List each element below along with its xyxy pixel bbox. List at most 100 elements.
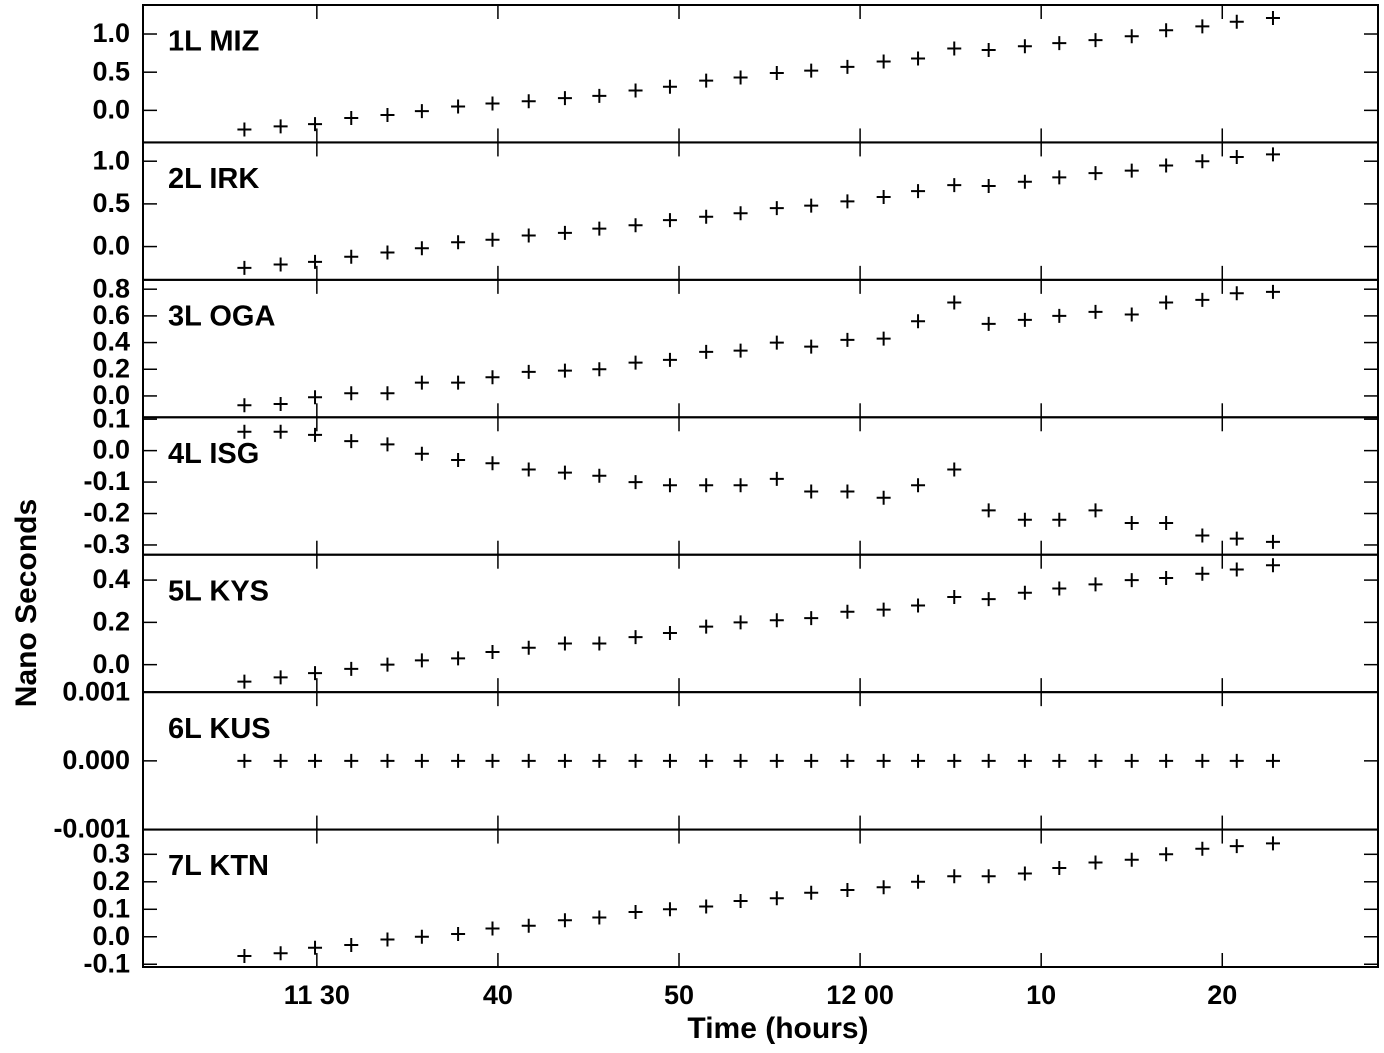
data-point bbox=[521, 94, 536, 109]
data-point bbox=[1159, 847, 1174, 862]
y-tick-label: 0.4 bbox=[92, 327, 130, 357]
data-point bbox=[840, 883, 855, 898]
data-point bbox=[308, 390, 323, 405]
data-point bbox=[662, 478, 677, 493]
data-point bbox=[1159, 753, 1174, 768]
x-tick-label: 10 bbox=[1026, 980, 1056, 1010]
data-point bbox=[804, 885, 819, 900]
data-point bbox=[344, 434, 359, 449]
data-point bbox=[947, 41, 962, 56]
data-point bbox=[380, 932, 395, 947]
data-point bbox=[521, 918, 536, 933]
data-point bbox=[308, 254, 323, 269]
y-tick-label: 0.000 bbox=[62, 745, 130, 775]
data-point bbox=[1052, 512, 1067, 527]
data-point bbox=[1195, 19, 1210, 34]
data-point bbox=[911, 51, 926, 66]
data-point bbox=[1052, 170, 1067, 185]
data-point bbox=[592, 910, 607, 925]
data-point bbox=[1088, 304, 1103, 319]
data-point bbox=[1088, 577, 1103, 592]
data-point bbox=[414, 753, 429, 768]
y-tick-label: 0.1 bbox=[92, 403, 130, 433]
x-axis-label: Time (hours) bbox=[687, 1012, 868, 1045]
data-point bbox=[592, 636, 607, 651]
data-point bbox=[1017, 39, 1032, 54]
data-point bbox=[911, 753, 926, 768]
data-point bbox=[1017, 174, 1032, 189]
data-point bbox=[237, 753, 252, 768]
y-tick-label: 0.2 bbox=[92, 606, 130, 636]
data-point bbox=[485, 753, 500, 768]
data-point bbox=[947, 295, 962, 310]
data-point bbox=[1124, 29, 1139, 44]
data-point bbox=[273, 946, 288, 961]
data-point bbox=[1159, 158, 1174, 173]
data-point bbox=[344, 386, 359, 401]
panel-title: 5L KYS bbox=[168, 575, 269, 607]
data-point bbox=[699, 619, 714, 634]
data-point bbox=[1159, 295, 1174, 310]
data-point bbox=[981, 316, 996, 331]
data-point bbox=[699, 73, 714, 88]
data-point bbox=[1124, 852, 1139, 867]
data-point bbox=[981, 592, 996, 607]
data-point bbox=[1265, 836, 1280, 851]
data-point bbox=[947, 753, 962, 768]
data-point bbox=[557, 636, 572, 651]
data-point bbox=[1017, 512, 1032, 527]
data-point bbox=[1124, 307, 1139, 322]
panel-title: 3L OGA bbox=[168, 301, 275, 333]
data-point bbox=[1052, 308, 1067, 323]
data-point bbox=[521, 228, 536, 243]
data-point bbox=[840, 194, 855, 209]
y-tick-label: 0.0 bbox=[92, 94, 130, 124]
data-point bbox=[804, 611, 819, 626]
data-point bbox=[947, 178, 962, 193]
data-point bbox=[804, 753, 819, 768]
data-point bbox=[1195, 841, 1210, 856]
data-point bbox=[876, 602, 891, 617]
panel-frame bbox=[142, 4, 1379, 144]
data-point bbox=[1088, 503, 1103, 518]
data-point bbox=[380, 386, 395, 401]
y-tick-label: 0.1 bbox=[92, 893, 130, 923]
data-point bbox=[1017, 585, 1032, 600]
y-axis-label: Nano Seconds bbox=[10, 499, 43, 707]
data-point bbox=[769, 471, 784, 486]
data-point bbox=[1124, 573, 1139, 588]
data-point bbox=[876, 331, 891, 346]
y-tick-label: -0.1 bbox=[83, 466, 130, 496]
data-point bbox=[1088, 166, 1103, 181]
data-point bbox=[628, 218, 643, 233]
panel-frame bbox=[142, 828, 1379, 968]
data-point bbox=[840, 753, 855, 768]
data-point bbox=[628, 83, 643, 98]
data-point bbox=[769, 335, 784, 350]
y-tick-label: -0.2 bbox=[83, 498, 130, 528]
data-point bbox=[1265, 147, 1280, 162]
data-point bbox=[733, 343, 748, 358]
data-point bbox=[1195, 154, 1210, 169]
data-point bbox=[414, 104, 429, 119]
y-tick-label: 0.2 bbox=[92, 353, 130, 383]
data-point bbox=[733, 615, 748, 630]
data-point bbox=[947, 590, 962, 604]
data-point bbox=[1124, 163, 1139, 178]
data-point bbox=[1265, 284, 1280, 299]
x-tick-label: 20 bbox=[1207, 980, 1237, 1010]
panel-frame bbox=[142, 416, 1379, 556]
data-point bbox=[804, 484, 819, 499]
y-tick-label: -0.001 bbox=[53, 814, 130, 844]
data-point bbox=[1229, 839, 1244, 854]
data-point bbox=[380, 753, 395, 768]
data-point bbox=[485, 921, 500, 936]
data-point bbox=[308, 940, 323, 955]
data-point bbox=[699, 209, 714, 224]
data-point bbox=[308, 666, 323, 681]
data-point bbox=[662, 625, 677, 640]
x-tick-label: 12 00 bbox=[826, 980, 894, 1010]
y-tick-label: 0.0 bbox=[92, 435, 130, 465]
data-point bbox=[344, 249, 359, 264]
